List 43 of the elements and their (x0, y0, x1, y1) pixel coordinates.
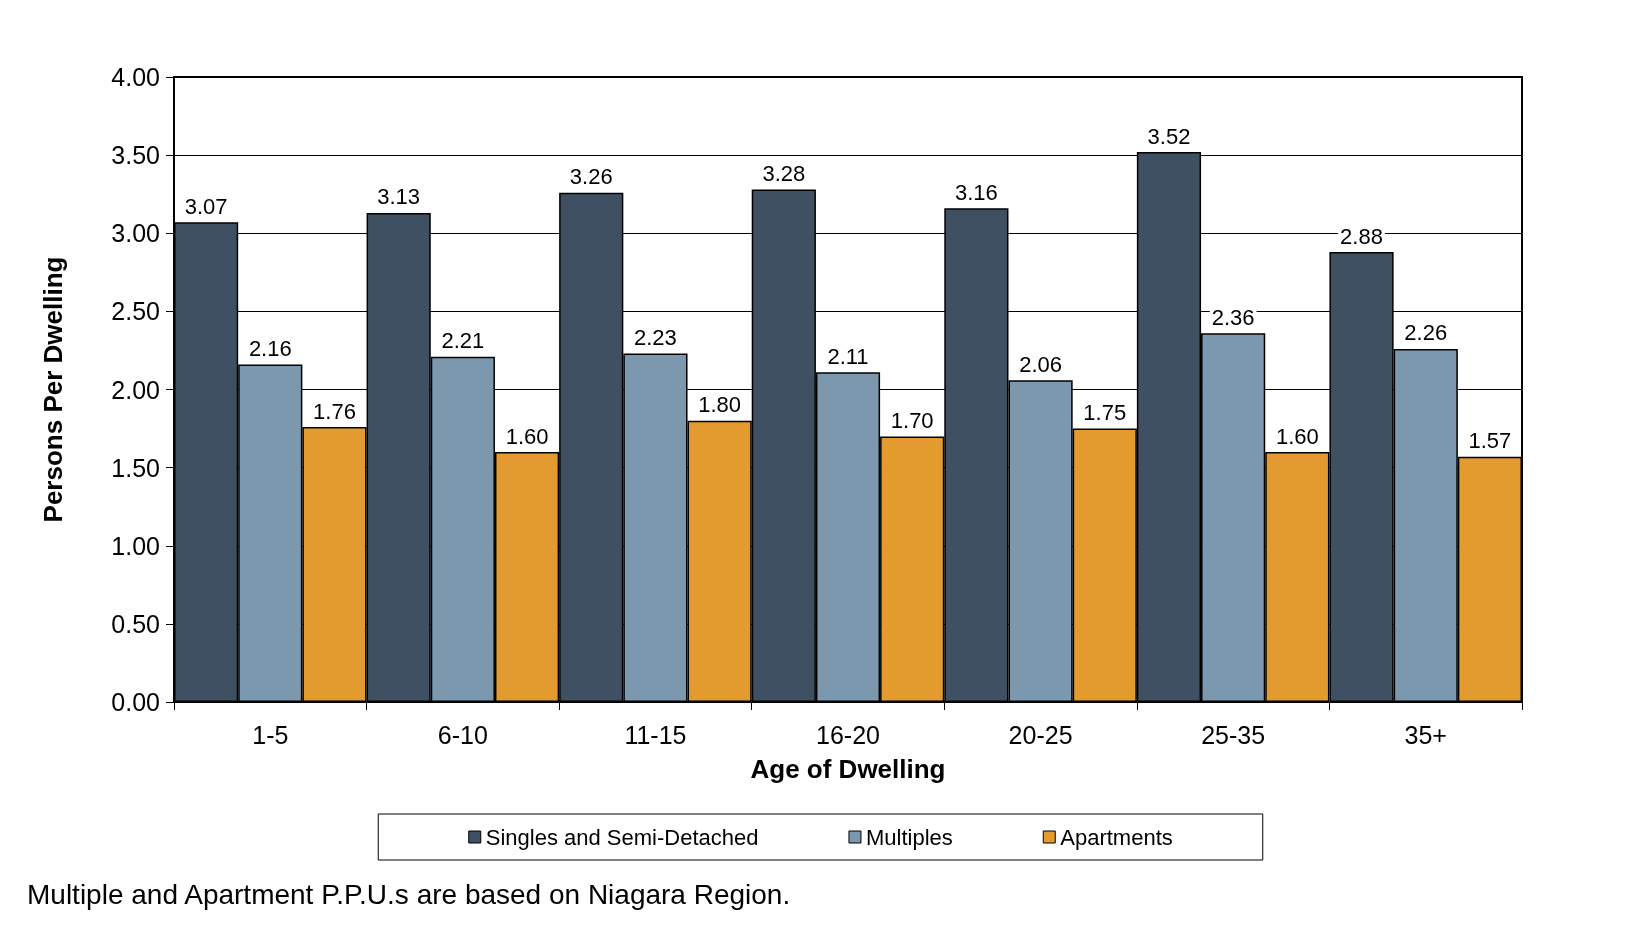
y-tick-label: 2.50 (111, 297, 160, 326)
data-label: 1.75 (1083, 400, 1127, 426)
x-tick-label: 25-35 (1201, 720, 1266, 749)
data-label: 3.28 (762, 161, 806, 186)
y-tick-label: 1.50 (111, 453, 160, 482)
y-tick-label: 2.00 (111, 375, 160, 404)
x-axis-title: Age of Dwelling (750, 754, 946, 784)
data-label: 1.70 (890, 407, 934, 433)
y-tick-label: 1.00 (111, 531, 160, 560)
data-label: 1.76 (313, 398, 356, 424)
data-label: 1.57 (1468, 428, 1512, 454)
x-tick-label: 35+ (1404, 720, 1447, 749)
x-tick-label: 6-10 (437, 720, 488, 749)
data-label: 2.88 (1340, 223, 1383, 249)
data-label: 3.52 (1147, 123, 1191, 149)
data-label: 2.11 (827, 343, 869, 369)
data-label: 2.06 (1019, 351, 1062, 377)
data-label: 2.23 (634, 325, 677, 351)
data-label: 2.16 (248, 336, 292, 361)
y-tick-label: 3.00 (111, 219, 160, 248)
data-label: 3.13 (377, 184, 421, 210)
data-label: 2.26 (1404, 320, 1448, 346)
legend-label: Singles and Semi-Detached (485, 824, 759, 850)
x-tick-label: 11-15 (624, 720, 687, 749)
data-label: 1.60 (505, 423, 549, 449)
legend-label: Multiples (865, 824, 953, 850)
x-tick-label: 1-5 (252, 720, 289, 749)
data-label: 1.60 (1275, 423, 1319, 449)
y-tick-label: 3.50 (111, 141, 160, 170)
text: Multiple and Apartment P.P.U.s are based on Niagara Region. (27, 878, 791, 910)
y-tick-label: 0.50 (111, 609, 160, 638)
x-tick-label: 20-25 (1008, 720, 1073, 749)
data-label: 2.21 (441, 328, 485, 354)
data-label: 3.07 (184, 193, 228, 219)
data-label: 1.80 (698, 392, 742, 418)
data-label: 3.16 (954, 179, 998, 205)
y-tick-label: 4.00 (111, 63, 160, 91)
legend-label: Apartments (1060, 824, 1173, 850)
x-tick-label: 16-20 (816, 720, 880, 749)
y-axis-title: Persons Per Dwelling (38, 256, 68, 523)
data-label: 3.26 (569, 164, 613, 190)
y-tick-label: 0.00 (111, 688, 160, 716)
data-label: 2.36 (1211, 304, 1255, 330)
